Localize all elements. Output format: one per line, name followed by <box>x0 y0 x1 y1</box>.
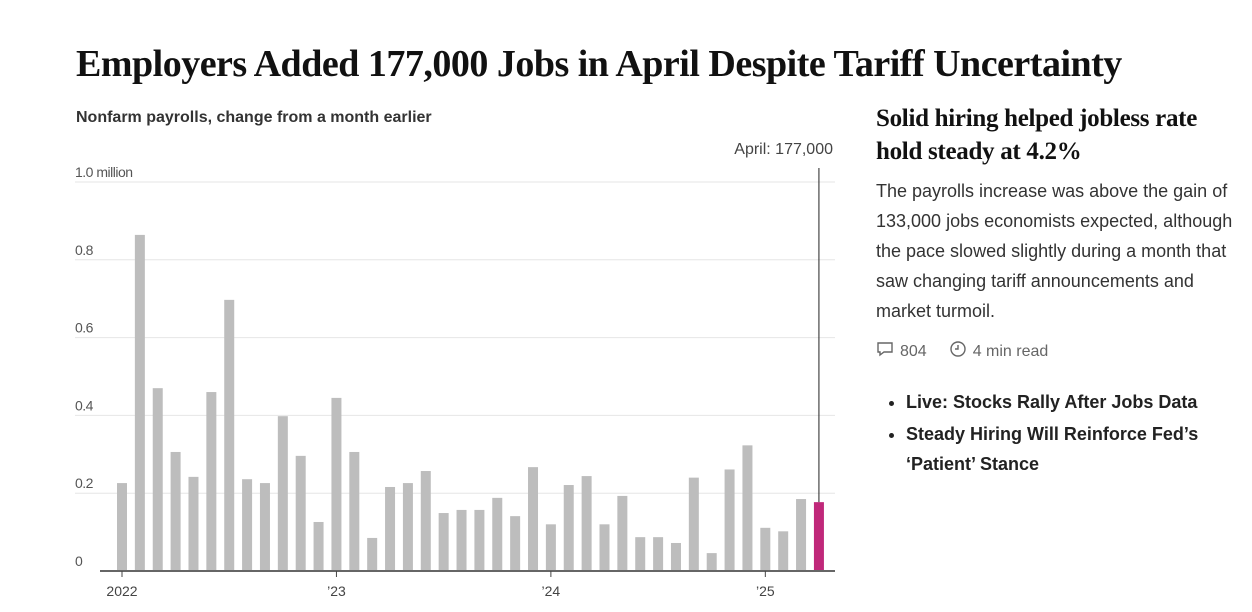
y-tick-label: 0 <box>75 553 83 569</box>
bar <box>492 497 503 571</box>
bar <box>117 483 127 571</box>
x-tick-label: ’23 <box>327 583 346 599</box>
side-panel: Solid hiring helped jobless rate hold st… <box>876 102 1236 481</box>
comment-icon[interactable] <box>876 340 894 363</box>
bar <box>688 477 699 571</box>
bar <box>224 299 235 571</box>
read-time: 4 min read <box>972 342 1049 360</box>
x-tick-label: 2022 <box>106 583 137 599</box>
bar <box>635 537 646 571</box>
y-tick-label: 0.2 <box>75 475 94 491</box>
annotation-label: April: 177,000 <box>734 141 833 158</box>
y-tick-label: 1.0 million <box>75 164 133 180</box>
x-tick-label: ’24 <box>542 583 561 599</box>
bar <box>581 476 592 571</box>
bar <box>510 516 521 571</box>
bar <box>206 392 217 571</box>
bar <box>242 479 253 571</box>
bar <box>545 524 556 571</box>
bar <box>653 537 664 571</box>
side-summary: The payrolls increase was above the gain… <box>876 181 1233 321</box>
payrolls-bar-chart: 0 0.2 0.4 0.6 0.8 1.0 million 2022 ’23 ’24 ’25 Apr… <box>75 141 835 599</box>
bar <box>670 542 681 571</box>
article-title: Employers Added 177,000 Jobs in April De… <box>76 43 1122 85</box>
y-tick-label: 0.4 <box>75 397 94 413</box>
bar <box>349 451 360 571</box>
bar <box>170 451 181 571</box>
bar <box>528 467 539 571</box>
bar <box>134 234 145 571</box>
bar <box>188 476 199 571</box>
y-tick-label: 0.6 <box>75 320 94 336</box>
bar <box>760 527 771 571</box>
bar <box>152 388 163 571</box>
bar <box>617 495 628 571</box>
bar <box>277 416 288 571</box>
bar <box>420 471 431 571</box>
related-link[interactable]: Live: Stocks Rally After Jobs Data <box>906 387 1236 417</box>
side-headline[interactable]: Solid hiring helped jobless rate hold st… <box>876 105 1197 165</box>
bar <box>599 524 610 571</box>
bar <box>474 509 485 571</box>
bar <box>813 502 824 571</box>
related-links: Live: Stocks Rally After Jobs Data Stead… <box>876 387 1236 479</box>
bar <box>367 537 378 571</box>
bar <box>385 486 396 571</box>
bar <box>706 553 717 571</box>
clock-icon <box>949 340 967 363</box>
bar <box>563 485 574 571</box>
bar <box>402 483 413 571</box>
y-tick-label: 0.8 <box>75 242 94 258</box>
bar <box>295 455 306 571</box>
bar <box>796 499 807 571</box>
chart-subtitle: Nonfarm payrolls, change from a month ea… <box>76 109 432 126</box>
bar <box>778 531 789 571</box>
bar <box>456 509 467 571</box>
bar <box>331 397 342 571</box>
x-tick-label: ’25 <box>756 583 775 599</box>
bar <box>724 469 735 571</box>
bar <box>438 513 449 571</box>
related-link[interactable]: Steady Hiring Will Reinforce Fed’s ‘Pati… <box>906 419 1236 479</box>
comment-count[interactable]: 804 <box>900 342 927 360</box>
bar <box>259 483 270 571</box>
bar <box>313 521 324 571</box>
bar <box>742 445 753 571</box>
